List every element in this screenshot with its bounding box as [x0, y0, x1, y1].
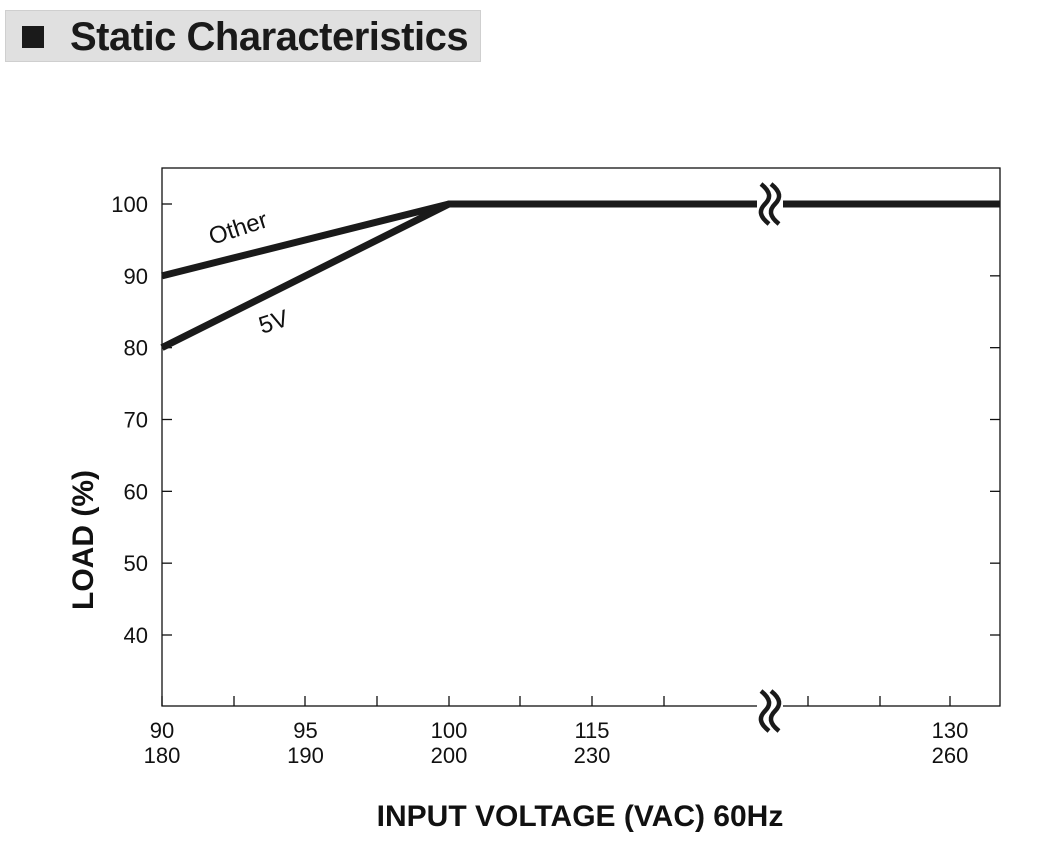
series-label-other: Other	[206, 206, 271, 250]
x-tick-label-bottom: 200	[431, 743, 468, 768]
break-stroke	[758, 182, 772, 226]
y-tick-label: 80	[124, 336, 148, 361]
break-stroke	[768, 689, 782, 733]
x-axis-title: INPUT VOLTAGE (VAC) 60Hz	[377, 800, 784, 833]
x-tick-label-bottom: 230	[574, 743, 611, 768]
x-tick-label-top: 130	[932, 718, 969, 743]
y-tick-label: 40	[124, 623, 148, 648]
square-bullet-icon	[22, 26, 44, 48]
break-stroke	[758, 689, 772, 733]
y-tick-label: 50	[124, 551, 148, 576]
x-tick-label-top: 115	[574, 718, 609, 743]
x-tick-label-top: 95	[293, 718, 317, 743]
y-axis-title: LOAD (%)	[67, 470, 100, 610]
page-title: Static Characteristics	[70, 15, 469, 59]
y-tick-label: 60	[124, 479, 148, 504]
series-line-other	[161, 200, 1000, 280]
axis-break-mark	[757, 182, 783, 226]
y-tick-label: 90	[124, 264, 148, 289]
x-tick-label-top: 100	[431, 718, 468, 743]
x-tick-label-bottom: 260	[932, 743, 969, 768]
axis-break-mark	[757, 689, 783, 733]
x-tick-label-bottom: 180	[144, 743, 181, 768]
plot-frame	[161, 167, 1001, 707]
break-stroke	[768, 182, 782, 226]
y-tick-label: 100	[111, 192, 148, 217]
series-line-5v	[160, 200, 1000, 351]
y-tick-label: 70	[124, 408, 148, 433]
break-gap	[757, 689, 783, 733]
title-banner: Static Characteristics	[5, 10, 481, 62]
break-gap	[757, 182, 783, 226]
series-label-5v: 5V	[256, 305, 292, 340]
x-tick-label-bottom: 190	[287, 743, 324, 768]
x-tick-label-top: 90	[150, 718, 174, 743]
